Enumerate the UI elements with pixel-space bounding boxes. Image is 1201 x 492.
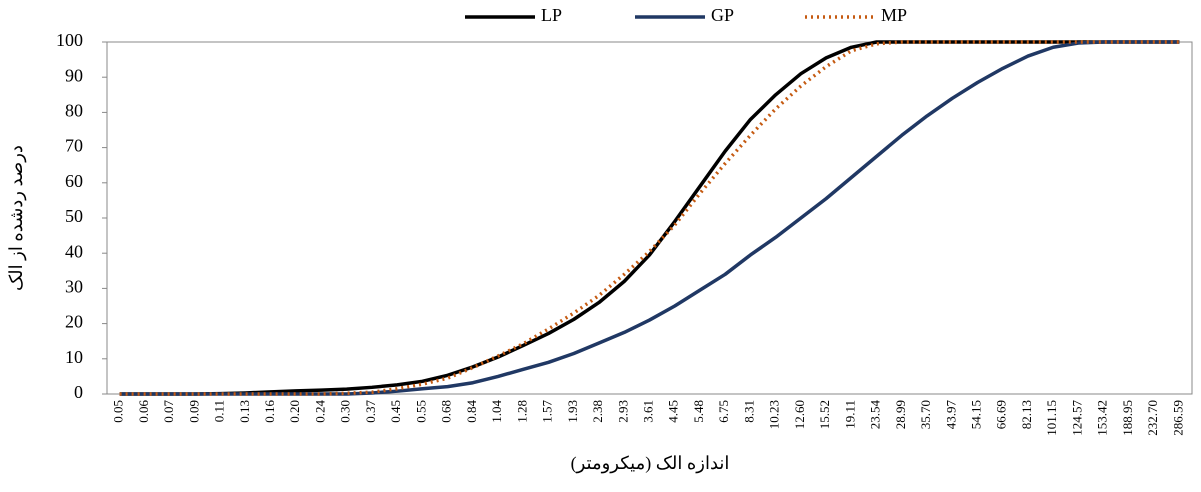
x-tick-label: 1.57 xyxy=(540,400,555,423)
x-tick-label: 0.07 xyxy=(161,400,176,423)
x-tick-label: 0.05 xyxy=(111,400,126,423)
x-tick-label: 4.45 xyxy=(666,400,681,423)
y-tick-label: 40 xyxy=(65,241,83,261)
x-tick-label: 12.60 xyxy=(792,400,807,429)
x-tick-label: 0.09 xyxy=(186,400,201,423)
y-tick-label: 90 xyxy=(65,65,83,85)
x-tick-label: 0.68 xyxy=(439,400,454,423)
legend-label: LP xyxy=(541,5,562,25)
x-tick-label: 0.20 xyxy=(287,400,302,423)
x-tick-label: 0.30 xyxy=(338,400,353,423)
x-tick-label: 35.70 xyxy=(918,400,933,429)
x-tick-label: 23.54 xyxy=(868,400,883,430)
x-tick-label: 2.38 xyxy=(590,400,605,423)
x-tick-label: 0.24 xyxy=(312,400,327,423)
x-tick-label: 54.15 xyxy=(969,400,984,429)
legend-label: GP xyxy=(711,5,734,25)
x-tick-label: 286.59 xyxy=(1170,400,1185,436)
series-line xyxy=(119,40,1180,396)
x-tick-label: 0.45 xyxy=(388,400,403,423)
x-tick-label: 1.04 xyxy=(489,399,504,422)
x-tick-label: 5.48 xyxy=(691,400,706,423)
x-tick-label: 1.93 xyxy=(565,400,580,423)
x-tick-label: 8.31 xyxy=(741,400,756,423)
y-tick-label: 80 xyxy=(65,101,83,121)
x-tick-label: 6.75 xyxy=(716,400,731,423)
plot-frame xyxy=(106,41,1193,395)
y-tick-label: 70 xyxy=(65,136,83,156)
x-tick-label: 1.28 xyxy=(514,400,529,423)
x-tick-label: 0.16 xyxy=(262,400,277,423)
x-tick-label: 232.70 xyxy=(1145,400,1160,436)
x-tick-label: 0.55 xyxy=(413,400,428,423)
x-tick-label: 82.13 xyxy=(1019,400,1034,429)
x-tick-label: 19.11 xyxy=(842,400,857,429)
x-tick-label: 0.11 xyxy=(212,400,227,422)
series-line xyxy=(119,40,1180,396)
x-tick-label: 3.61 xyxy=(640,400,655,423)
y-axis-title: درصد ردشده از الک xyxy=(6,145,27,291)
x-tick-label: 10.23 xyxy=(767,400,782,429)
y-tick-label: 50 xyxy=(65,206,83,226)
x-tick-label: 101.15 xyxy=(1044,400,1059,436)
x-tick-label: 124.57 xyxy=(1069,400,1084,436)
x-tick-label: 15.52 xyxy=(817,400,832,429)
x-tick-label: 2.93 xyxy=(615,400,630,423)
legend-label: MP xyxy=(881,5,907,25)
y-tick-label: 60 xyxy=(65,171,83,191)
y-tick-label: 20 xyxy=(65,312,83,332)
x-tick-label: 0.37 xyxy=(363,400,378,423)
series-line xyxy=(119,40,1180,396)
y-tick-label: 30 xyxy=(65,277,83,297)
x-axis-title: اندازه الک (میکرومتر) xyxy=(571,453,730,474)
y-tick-label: 0 xyxy=(74,382,83,402)
y-tick-label: 10 xyxy=(65,347,83,367)
x-tick-label: 153.42 xyxy=(1095,400,1110,436)
x-tick-label: 28.99 xyxy=(893,400,908,429)
x-tick-label: 188.95 xyxy=(1120,400,1135,436)
y-tick-label: 100 xyxy=(56,30,83,50)
x-tick-label: 0.13 xyxy=(237,400,252,423)
x-tick-label: 0.84 xyxy=(464,400,479,423)
x-tick-label: 0.06 xyxy=(136,400,151,423)
x-tick-label: 66.69 xyxy=(994,400,1009,429)
x-tick-label: 43.97 xyxy=(943,400,958,430)
